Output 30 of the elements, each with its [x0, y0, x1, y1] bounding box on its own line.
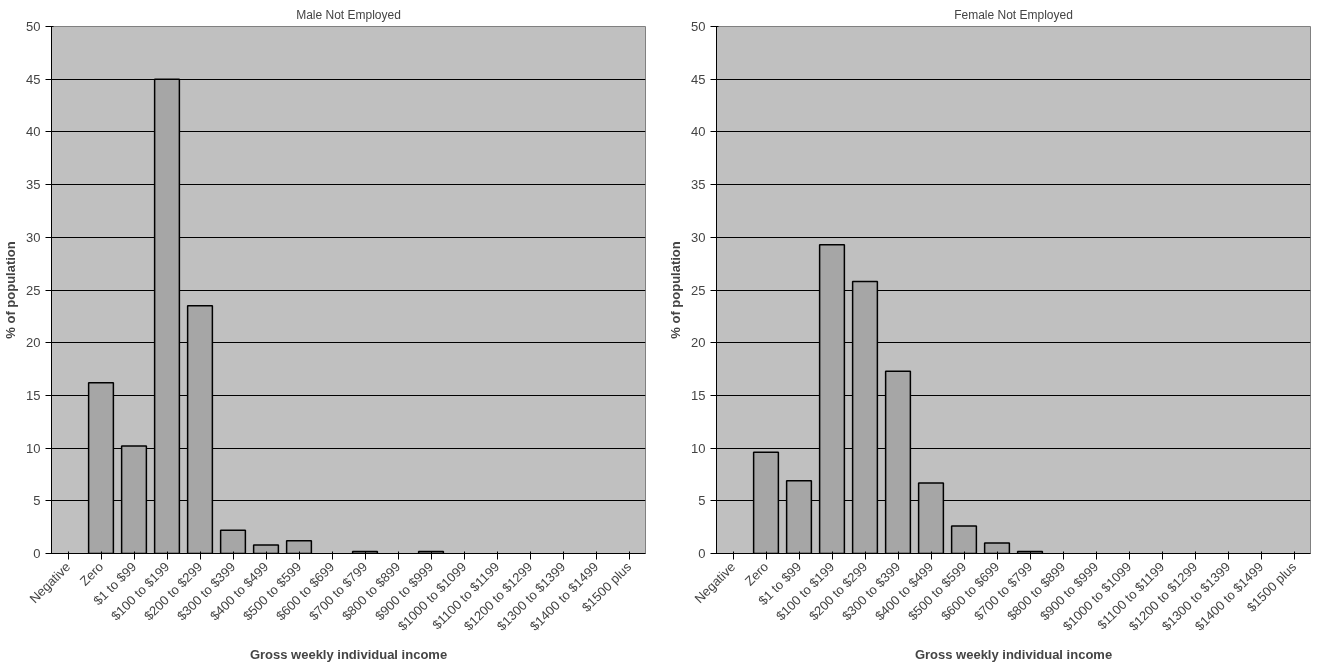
y-tick-label: 5	[33, 493, 41, 509]
y-tick-label: 30	[691, 229, 706, 245]
x-axis-title: Gross weekly individual income	[914, 647, 1113, 662]
y-tick-label: 30	[26, 229, 41, 245]
y-tick-label: 20	[26, 335, 41, 351]
y-tick-label: 35	[691, 177, 706, 193]
y-tick-label: 25	[26, 282, 41, 298]
y-tick-label: 0	[33, 546, 41, 561]
y-tick-label: 45	[691, 71, 706, 87]
y-tick-label: 20	[691, 335, 706, 351]
y-tick-label: 10	[691, 440, 706, 456]
y-tick-label: 25	[691, 282, 706, 298]
chart-title: Female Not Employed	[954, 7, 1073, 22]
y-tick-label: 50	[26, 19, 41, 34]
y-tick-label: 40	[691, 124, 706, 140]
y-tick-label: 45	[26, 71, 41, 87]
y-tick-label: 10	[26, 440, 41, 456]
x-tick-label: Zero	[76, 559, 107, 589]
y-tick-label: 0	[698, 546, 706, 561]
y-axis-title: % of population	[3, 241, 19, 339]
y-tick-label: 40	[26, 124, 41, 140]
y-tick-label: 50	[691, 19, 706, 34]
chart-title: Male Not Employed	[296, 7, 401, 22]
y-tick-label: 15	[26, 387, 41, 403]
y-tick-label: 35	[26, 177, 41, 193]
x-tick-label: Zero	[741, 559, 772, 589]
y-tick-label: 5	[698, 493, 706, 509]
y-tick-label: 15	[691, 387, 706, 403]
x-axis-title: Gross weekly individual income	[249, 647, 448, 662]
y-axis-title: % of population	[668, 241, 684, 339]
